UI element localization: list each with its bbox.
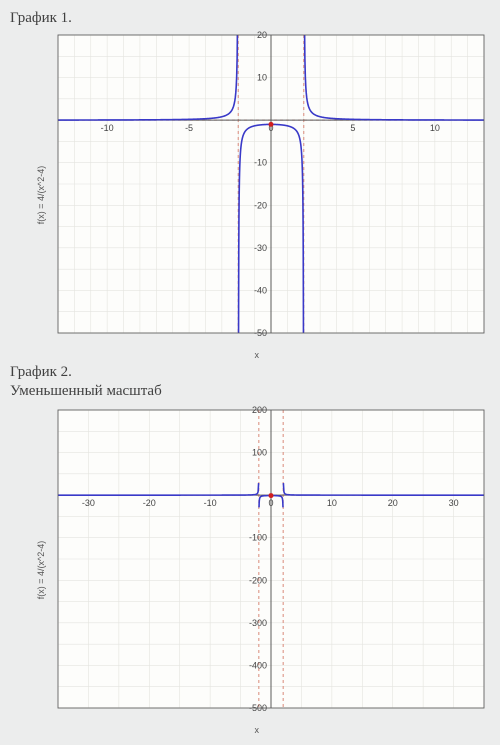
svg-text:-100: -100 xyxy=(249,533,267,543)
svg-text:-200: -200 xyxy=(249,575,267,585)
chart2-xlabel: x xyxy=(28,725,490,735)
svg-text:-40: -40 xyxy=(254,285,267,295)
svg-text:-30: -30 xyxy=(254,243,267,253)
svg-text:0: 0 xyxy=(268,498,273,508)
svg-text:-5: -5 xyxy=(185,123,193,133)
svg-text:5: 5 xyxy=(350,123,355,133)
svg-text:10: 10 xyxy=(257,73,267,83)
chart1-ylabel: f(x) = 4/(x^2-4) xyxy=(36,165,46,223)
svg-text:20: 20 xyxy=(388,498,398,508)
chart1-title: График 1. xyxy=(10,10,490,27)
svg-text:-300: -300 xyxy=(249,618,267,628)
chart2-title: График 2. xyxy=(10,364,490,381)
chart2-plot: -30-20-100102030-500-400-300-200-1001002… xyxy=(28,404,490,724)
svg-text:10: 10 xyxy=(327,498,337,508)
svg-text:-20: -20 xyxy=(254,200,267,210)
svg-text:-10: -10 xyxy=(254,158,267,168)
chart2-block: f(x) = 4/(x^2-4) -30-20-100102030-500-40… xyxy=(28,404,490,735)
svg-text:100: 100 xyxy=(252,448,267,458)
svg-text:-10: -10 xyxy=(101,123,114,133)
chart2-ylabel: f(x) = 4/(x^2-4) xyxy=(36,540,46,598)
svg-text:30: 30 xyxy=(449,498,459,508)
chart1-block: f(x) = 4/(x^2-4) -10-50510-50-40-30-20-1… xyxy=(28,29,490,360)
chart2-subtitle: Уменьшенный масштаб xyxy=(10,383,490,400)
svg-text:-400: -400 xyxy=(249,660,267,670)
svg-text:10: 10 xyxy=(430,123,440,133)
chart1-plot: -10-50510-50-40-30-20-101020 xyxy=(28,29,490,349)
svg-text:-20: -20 xyxy=(143,498,156,508)
svg-text:-30: -30 xyxy=(82,498,95,508)
svg-text:-10: -10 xyxy=(204,498,217,508)
chart1-xlabel: x xyxy=(28,350,490,360)
